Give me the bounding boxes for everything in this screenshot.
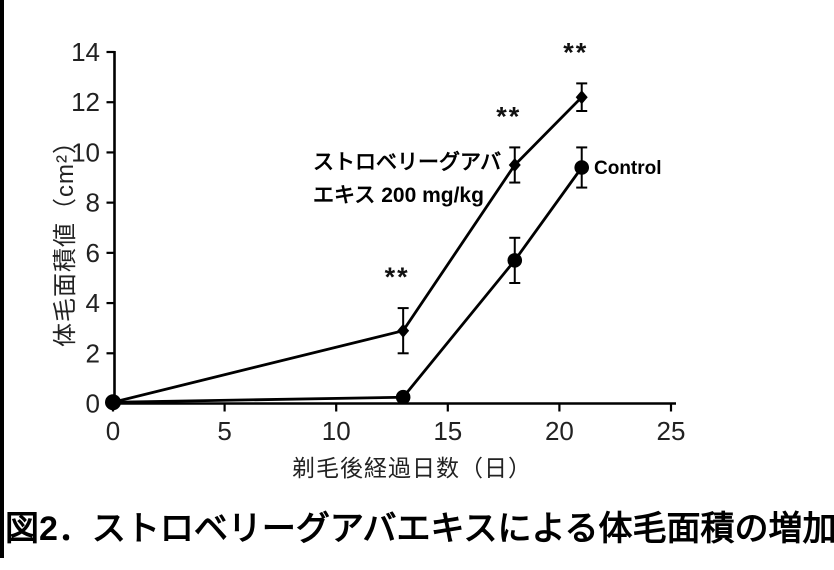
y-tick-label: 2	[86, 338, 100, 368]
y-tick-label: 8	[86, 188, 100, 218]
x-tick-label: 5	[217, 416, 231, 446]
diamond-marker	[508, 157, 521, 172]
x-tick-label: 0	[106, 416, 120, 446]
significance-marker: **	[496, 101, 521, 131]
y-tick-label: 12	[71, 87, 100, 117]
y-axis-label: 体毛面積値（cm²）	[52, 129, 79, 347]
extract-series-label-line2: エキス 200 mg/kg	[313, 184, 484, 207]
circle-marker	[395, 389, 411, 405]
y-tick-label: 14	[71, 37, 100, 67]
x-tick-label: 10	[322, 416, 351, 446]
diamond-marker	[575, 90, 588, 105]
extract-series-label: ストロベリーグアバ エキス 200 mg/kg	[313, 146, 501, 212]
y-tick-label: 0	[86, 389, 100, 419]
left-border-bar	[0, 0, 4, 558]
significance-marker: **	[385, 262, 410, 292]
y-tick-label: 4	[86, 288, 100, 318]
extract-series-label-line1: ストロベリーグアバ	[313, 151, 502, 174]
x-axis-label: 剃毛後経過日数（日）	[292, 455, 532, 481]
significance-marker: **	[563, 37, 588, 67]
circle-marker	[574, 160, 590, 175]
figure-caption: 図2．ストロベリーグアバエキスによる体毛面積の増加	[5, 510, 834, 548]
y-tick-label: 10	[71, 137, 100, 167]
series-line-control	[112, 166, 583, 404]
x-tick-label: 15	[433, 416, 462, 446]
hair-area-line-chart: 0 2 4 6 8 10 12 14 0 5 10 15 20 25 ** ** **	[71, 37, 686, 446]
circle-marker	[507, 253, 523, 268]
diamond-marker	[397, 323, 410, 338]
control-series-label: Control	[594, 158, 662, 179]
x-tick-label: 20	[545, 416, 574, 446]
x-tick-label: 25	[657, 416, 686, 446]
circle-marker	[105, 394, 121, 411]
series-line-extract	[112, 96, 583, 404]
y-tick-label: 6	[86, 238, 100, 268]
